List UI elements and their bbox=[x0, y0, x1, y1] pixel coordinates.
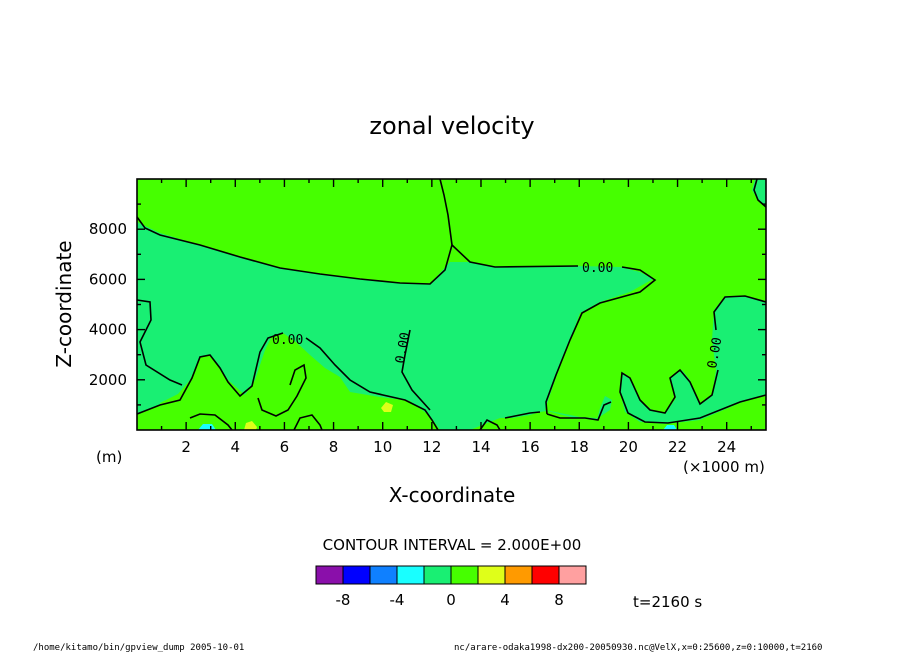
colorbar-swatch bbox=[396, 565, 425, 585]
contour-label: 0.00 bbox=[705, 336, 725, 369]
colorbar-swatch bbox=[558, 565, 587, 585]
colorbar-swatch bbox=[504, 565, 533, 585]
contour-bottom bbox=[136, 332, 284, 415]
contour-left-mid bbox=[136, 299, 183, 386]
time-label: t=2160 s bbox=[633, 593, 702, 611]
colorbar-tick-label: 8 bbox=[554, 591, 564, 609]
contour-interval-label: CONTOUR INTERVAL = 2.000E+00 bbox=[323, 536, 582, 554]
contour-right-mid bbox=[713, 295, 767, 331]
colorbar-tick-label: -8 bbox=[336, 591, 351, 609]
colorbar-tick-label: -4 bbox=[390, 591, 405, 609]
plot-area: 0.00 0.00 0.00 0.00 bbox=[136, 178, 767, 431]
right-mid-region bbox=[620, 296, 766, 424]
zero-to-neg2-region bbox=[137, 222, 653, 430]
colorbar-swatch bbox=[450, 565, 479, 585]
x-tick-label: 20 bbox=[619, 438, 638, 456]
x-tick-label: 24 bbox=[717, 438, 736, 456]
colorbar-tick-label: 0 bbox=[446, 591, 456, 609]
x-tick-label: 16 bbox=[521, 438, 540, 456]
contour-center bbox=[401, 329, 431, 411]
yellow-spot-1 bbox=[244, 421, 257, 430]
x-tick-label: 10 bbox=[373, 438, 392, 456]
x-tick-label: 4 bbox=[231, 438, 241, 456]
colorbar bbox=[315, 565, 587, 585]
left-mid-region bbox=[137, 300, 182, 404]
colorbar-swatch bbox=[342, 565, 371, 585]
x-unit-label: (×1000 m) bbox=[683, 458, 765, 476]
colorbar-swatch bbox=[531, 565, 560, 585]
contour-main bbox=[136, 178, 453, 285]
x-tick-label: 12 bbox=[422, 438, 441, 456]
x-tick-label: 8 bbox=[329, 438, 339, 456]
colorbar-swatch bbox=[423, 565, 452, 585]
y-unit-label: (m) bbox=[96, 448, 122, 466]
contour-main-2 bbox=[451, 244, 579, 268]
colorbar-swatch bbox=[369, 565, 398, 585]
y-tick-label: 2000 bbox=[89, 371, 127, 389]
contour-label: 0.00 bbox=[582, 261, 613, 276]
y-tick-label: 6000 bbox=[89, 270, 127, 288]
cyan-spot-1 bbox=[198, 424, 216, 430]
chart-title: zonal velocity bbox=[369, 112, 534, 140]
left-bottom-island-1 bbox=[160, 355, 263, 428]
x-axis: 2 4 6 8 10 12 14 16 18 20 22 24 bbox=[160, 179, 752, 456]
footer-right: nc/arare-odaka1998-dx200-20050930.nc@Vel… bbox=[454, 643, 822, 653]
x-tick-label: 2 bbox=[181, 438, 191, 456]
colorbar-swatch bbox=[315, 565, 344, 585]
contour-bottom-2 bbox=[305, 337, 439, 431]
x-axis-title: X-coordinate bbox=[389, 483, 516, 507]
contour-lower-center bbox=[546, 401, 612, 421]
x-tick-label: 6 bbox=[280, 438, 290, 456]
x-tick-label: 14 bbox=[471, 438, 490, 456]
colorbar-ticks: -8 -4 0 4 8 bbox=[336, 591, 564, 609]
colorbar-tick-label: 4 bbox=[500, 591, 510, 609]
contour-main-3 bbox=[545, 266, 657, 415]
y-tick-label: 8000 bbox=[89, 220, 127, 238]
footer-left: /home/kitamo/bin/gpview_dump 2005-10-01 bbox=[33, 643, 244, 653]
y-axis-title: Z-coordinate bbox=[52, 240, 76, 367]
x-tick-label: 18 bbox=[570, 438, 589, 456]
contour-label: 0.00 bbox=[393, 331, 413, 364]
cyan-spot-2 bbox=[663, 425, 677, 430]
contour-low-loops bbox=[189, 411, 541, 431]
yellow-spot-2 bbox=[381, 402, 393, 412]
y-tick-label: 4000 bbox=[89, 321, 127, 339]
colorbar-swatch bbox=[477, 565, 506, 585]
x-tick-label: 22 bbox=[668, 438, 687, 456]
contour-mid-loop bbox=[257, 363, 307, 417]
contour-right-mid-2 bbox=[619, 368, 767, 424]
y-axis: 2000 4000 6000 8000 bbox=[89, 203, 766, 406]
contour-label: 0.00 bbox=[272, 333, 303, 348]
